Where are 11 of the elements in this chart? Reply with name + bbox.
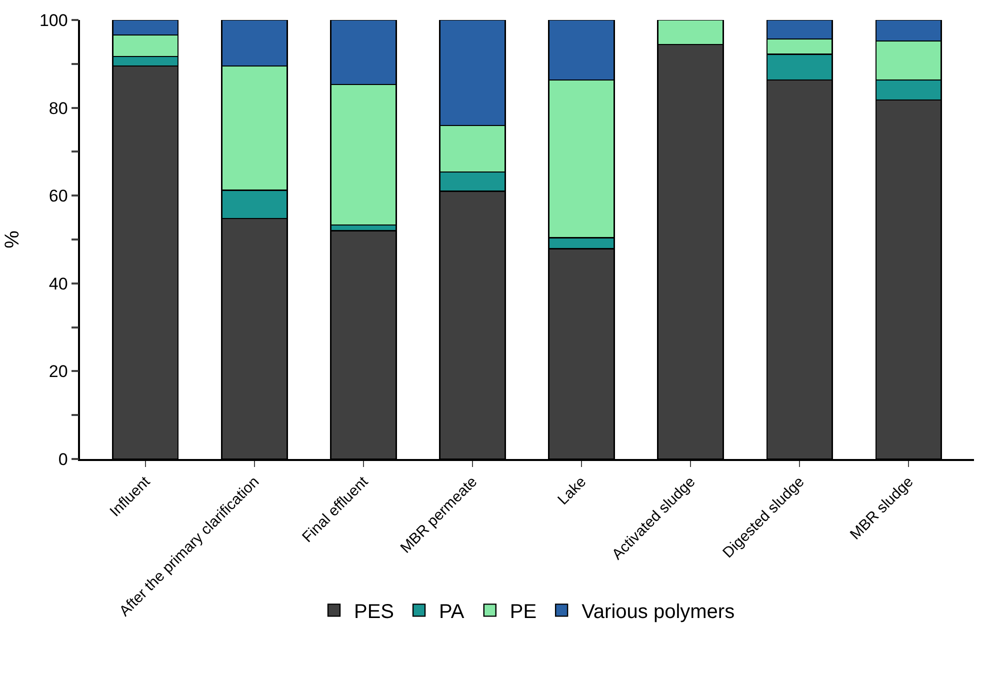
y-tick-label: 40 xyxy=(48,274,68,294)
legend-label: PE xyxy=(510,601,537,623)
y-tick-label: 60 xyxy=(48,186,68,206)
legend-label: PES xyxy=(354,601,394,623)
y-tick-label: 80 xyxy=(48,98,68,118)
legend-label: PA xyxy=(439,601,465,623)
y-tick-label: 100 xyxy=(39,10,68,30)
y-axis-title: % xyxy=(1,230,24,248)
legend-label: Various polymers xyxy=(582,601,735,623)
y-tick-label: 20 xyxy=(48,362,68,382)
y-tick-label: 0 xyxy=(58,450,68,469)
